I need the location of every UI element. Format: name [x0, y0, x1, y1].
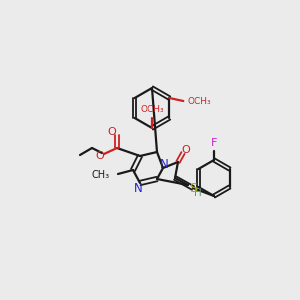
- Text: O: O: [108, 127, 116, 137]
- Text: OCH₃: OCH₃: [140, 106, 164, 115]
- Text: F: F: [211, 138, 217, 148]
- Text: OCH₃: OCH₃: [188, 97, 211, 106]
- Text: CH₃: CH₃: [92, 170, 110, 180]
- Text: O: O: [182, 145, 190, 155]
- Text: S: S: [189, 182, 197, 194]
- Text: O: O: [96, 151, 104, 161]
- Text: N: N: [160, 158, 168, 170]
- Text: N: N: [134, 182, 142, 194]
- Text: H: H: [194, 188, 202, 198]
